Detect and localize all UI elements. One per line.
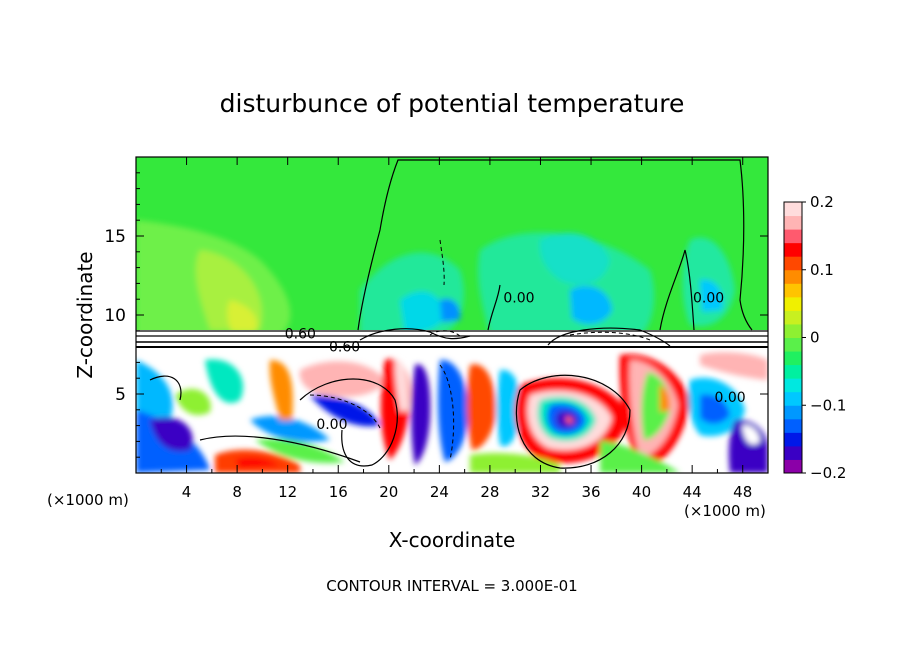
contour-label: 0.60 bbox=[285, 327, 316, 343]
colorbar-segment bbox=[784, 269, 802, 284]
colorbar-tick-label: 0.2 bbox=[810, 193, 834, 211]
x-tick-label: 4 bbox=[182, 483, 192, 501]
colorbar-segment bbox=[784, 310, 802, 325]
x-axis-label: X-coordinate bbox=[389, 528, 516, 552]
x-tick-label: 44 bbox=[683, 483, 702, 501]
colorbar-segment bbox=[784, 242, 802, 257]
colorbar-segment bbox=[784, 432, 802, 447]
colorbar-tick-label: 0 bbox=[810, 329, 820, 347]
x-tick-label: 32 bbox=[531, 483, 550, 501]
colorbar-segment bbox=[784, 215, 802, 230]
contour-label: 0.00 bbox=[714, 390, 745, 406]
contour-label: 0.60 bbox=[329, 339, 360, 355]
y-axis-label: Z-coordinate bbox=[73, 251, 97, 378]
colorbar-segment bbox=[784, 351, 802, 366]
x-tick-label: 16 bbox=[329, 483, 348, 501]
colorbar bbox=[783, 201, 803, 474]
x-tick-label: 20 bbox=[379, 483, 398, 501]
contour-interval-note: CONTOUR INTERVAL = 3.000E-01 bbox=[326, 577, 577, 595]
x-tick-label: 40 bbox=[632, 483, 651, 501]
colorbar-segment bbox=[784, 337, 802, 352]
x-tick-label: 36 bbox=[581, 483, 600, 501]
contour-label: 0.00 bbox=[316, 417, 347, 433]
contour-label: 0.00 bbox=[503, 290, 534, 306]
plot-area bbox=[136, 157, 768, 473]
y-tick-label: 15 bbox=[104, 227, 126, 247]
colorbar-segment bbox=[784, 323, 802, 338]
colorbar-segment bbox=[784, 229, 802, 244]
y-axis-ticks: 5 10 15 bbox=[104, 172, 768, 458]
x-tick-label: 12 bbox=[278, 483, 297, 501]
contour-label: 0.00 bbox=[693, 290, 724, 306]
x-tick-label: 48 bbox=[733, 483, 752, 501]
colorbar-ticks: 0.2 0.1 0 −0.1 −0.2 bbox=[802, 193, 846, 482]
x-unit-label: (×1000 m) bbox=[684, 502, 766, 520]
y-tick-label: 10 bbox=[104, 306, 126, 326]
colorbar-segment bbox=[784, 283, 802, 298]
chart-title: disturbunce of potential temperature bbox=[220, 89, 685, 118]
contour-labels: 0.00 0.00 0.00 0.00 0.60 0.60 bbox=[285, 290, 746, 432]
x-tick-label: 28 bbox=[480, 483, 499, 501]
colorbar-segment bbox=[784, 378, 802, 393]
colorbar-segment bbox=[784, 459, 802, 474]
x-axis-ticks: 4 8 12 16 20 24 28 32 36 40 44 48 bbox=[160, 157, 752, 501]
colorbar-tick-label: −0.1 bbox=[810, 396, 846, 414]
colorbar-segment bbox=[784, 445, 802, 460]
colorbar-segment bbox=[784, 256, 802, 271]
colorbar-tick-label: 0.1 bbox=[810, 261, 834, 279]
y-unit-label: (×1000 m) bbox=[47, 491, 129, 509]
x-tick-label: 8 bbox=[232, 483, 242, 501]
colorbar-segment bbox=[784, 391, 802, 406]
x-tick-label: 24 bbox=[430, 483, 449, 501]
colorbar-segment bbox=[784, 296, 802, 311]
colorbar-segment bbox=[784, 405, 802, 420]
y-tick-label: 5 bbox=[115, 385, 126, 405]
colorbar-segment bbox=[784, 364, 802, 379]
colorbar-segment bbox=[784, 202, 802, 217]
colorbar-segment bbox=[784, 418, 802, 433]
colorbar-tick-label: −0.2 bbox=[810, 464, 846, 482]
